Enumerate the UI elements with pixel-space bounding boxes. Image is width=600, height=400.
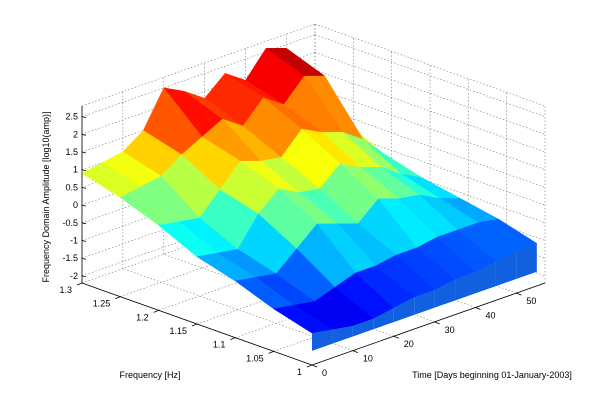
wall-grid-line — [314, 87, 546, 171]
frequency-tick-label: 1.15 — [169, 326, 187, 336]
time-axis — [311, 282, 546, 366]
frequency-tick — [115, 296, 121, 300]
time-tick — [311, 364, 318, 368]
time-tick-label: 20 — [404, 339, 414, 349]
z-tick — [81, 204, 87, 207]
box-edge — [81, 23, 316, 107]
wall-grid-line — [81, 52, 316, 135]
time-tick-label: 30 — [445, 325, 455, 335]
time-tick — [393, 335, 399, 339]
wall-grid-line — [314, 140, 546, 224]
frequency-tick-label: 1.3 — [59, 285, 72, 295]
wall-grid-line — [314, 52, 546, 135]
z-tick-label: 0 — [73, 200, 78, 210]
z-tick-label: 1.5 — [65, 147, 78, 157]
time-tick — [475, 307, 481, 310]
wall-grid-line — [314, 69, 546, 153]
z-tick-label: -1 — [70, 236, 78, 246]
wall-grid-line — [314, 105, 546, 188]
z-tick — [81, 257, 87, 260]
surface-skirt — [455, 272, 476, 301]
z-tick — [81, 133, 87, 136]
z-tick — [81, 240, 87, 242]
surface — [81, 47, 538, 351]
z-tick-label: 1 — [73, 165, 78, 175]
frequency-tick — [153, 309, 159, 313]
time-tick-label: 40 — [486, 310, 496, 320]
z-tick-label: -2 — [70, 271, 78, 281]
surface-skirt — [475, 261, 496, 294]
z-tick — [81, 169, 87, 172]
surface-skirt — [393, 297, 415, 323]
z-tick — [81, 222, 87, 225]
surface-skirt — [332, 325, 353, 344]
surface-skirt — [312, 329, 333, 351]
frequency-tick — [76, 282, 83, 286]
frequency-tick — [191, 323, 198, 327]
frequency-tick-label: 1.25 — [93, 299, 111, 309]
frequency-tick-label: 1.2 — [136, 312, 149, 322]
time-tick-label: 0 — [322, 368, 327, 378]
z-tick-label: 0.5 — [65, 182, 78, 192]
surface-skirt — [516, 243, 537, 279]
surface-skirt — [434, 279, 456, 308]
z-tick-label: 2.5 — [65, 112, 78, 122]
time-tick-label: 10 — [363, 354, 373, 364]
frequency-tick-label: 1.05 — [246, 353, 264, 363]
z-tick-label: 2 — [73, 129, 78, 139]
axes: 11.051.11.151.21.251.301020304050-2-1.5-… — [59, 106, 546, 378]
wall-grid-line — [314, 122, 546, 206]
surface-skirt — [414, 289, 435, 315]
time-tick — [434, 321, 440, 325]
surface-patch — [272, 304, 334, 334]
floor-grid-line — [122, 268, 353, 351]
z-tick-label: -0.5 — [62, 218, 78, 228]
z-tick-label: -1.5 — [62, 253, 78, 263]
frequency-tick-label: 1.1 — [213, 340, 226, 350]
z-axis-label: Frequency Domain Amplitude [log10(amp)] — [41, 111, 51, 282]
z-tick — [81, 116, 87, 119]
y-axis-label: Time [Days beginning 01-January-2003] — [412, 370, 572, 380]
surface-skirt — [373, 307, 394, 330]
floor-grid-line — [163, 253, 394, 337]
z-tick — [81, 275, 87, 278]
z-tick — [81, 187, 87, 189]
frequency-tick — [268, 350, 274, 354]
surface-skirt — [352, 318, 374, 337]
x-axis-label: Frequency [Hz] — [119, 370, 180, 380]
frequency-tick — [306, 364, 313, 368]
wall-grid-line — [314, 34, 546, 117]
frequency-tick — [230, 337, 236, 341]
box-edge — [314, 23, 546, 107]
surface-skirt — [495, 250, 517, 287]
time-tick — [516, 292, 522, 296]
time-tick-label: 50 — [526, 296, 536, 306]
time-tick — [352, 350, 359, 353]
wall-grid-line — [81, 34, 316, 117]
z-tick — [81, 151, 87, 154]
frequency-tick-label: 1 — [297, 367, 302, 377]
